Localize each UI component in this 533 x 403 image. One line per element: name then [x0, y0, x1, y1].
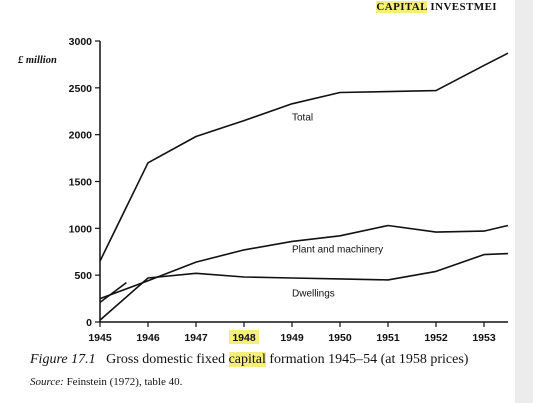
- x-tick-label: 1949: [280, 332, 304, 344]
- x-tick-label: 1952: [424, 332, 448, 344]
- series-line-dwellings: [99, 252, 509, 321]
- caption-text-after: formation 1945–54 (at 1958 prices): [265, 352, 469, 367]
- running-head: CAPITAL INVESTMEI: [376, 0, 497, 14]
- x-tick-label: 1948: [232, 332, 256, 344]
- caption-text-before: Gross domestic fixed: [106, 352, 229, 367]
- figure-caption: Figure 17.1 Gross domestic fixed capital…: [30, 352, 468, 368]
- source-note: Source: Feinstein (1972), table 40.: [30, 376, 182, 388]
- caption-highlight: capital: [228, 352, 266, 367]
- source-label: Source:: [30, 376, 64, 388]
- y-tick-label: 3000: [69, 36, 93, 48]
- y-tick-label: 2000: [69, 130, 93, 142]
- y-tick-label: 500: [74, 270, 92, 282]
- y-tick-label: 1500: [69, 177, 93, 189]
- source-text: Feinstein (1972), table 40.: [63, 376, 183, 388]
- dwellings-start-segment: [99, 282, 127, 303]
- y-tick-label: 2500: [69, 83, 93, 95]
- figure-label: Figure 17.1: [30, 352, 96, 367]
- x-tick-label: 1951: [376, 332, 400, 344]
- x-tick-highlight: [229, 330, 259, 344]
- running-head-text: INVESTMEI: [427, 1, 497, 13]
- running-head-highlight: CAPITAL: [376, 1, 428, 13]
- vertical-scrollbar[interactable]: [515, 0, 533, 403]
- series-line-plant-and-machinery: [99, 224, 509, 300]
- series-label-plant-and-machinery: Plant and machinery: [292, 245, 383, 256]
- y-axis-unit-label: £ million: [17, 55, 57, 66]
- document-page: CAPITAL INVESTMEI 0 500 1000 1500 2000 2500 30…: [17, 0, 509, 388]
- series-line-total: [99, 52, 509, 262]
- x-tick-label: 1946: [136, 332, 160, 344]
- capital-formation-chart: 0 500 1000 1500 2000 2500 3000 1945 1946 1947 1948…: [17, 36, 509, 344]
- y-tick-label: 0: [86, 317, 92, 329]
- x-tick-label: 1945: [88, 332, 112, 344]
- series-label-total: Total: [292, 113, 313, 124]
- y-tick-label: 1000: [69, 223, 93, 235]
- x-tick-label: 1947: [184, 332, 208, 344]
- x-tick-label: 1950: [328, 332, 352, 344]
- series-label-dwellings: Dwellings: [292, 289, 335, 300]
- x-tick-label: 1953: [472, 332, 496, 344]
